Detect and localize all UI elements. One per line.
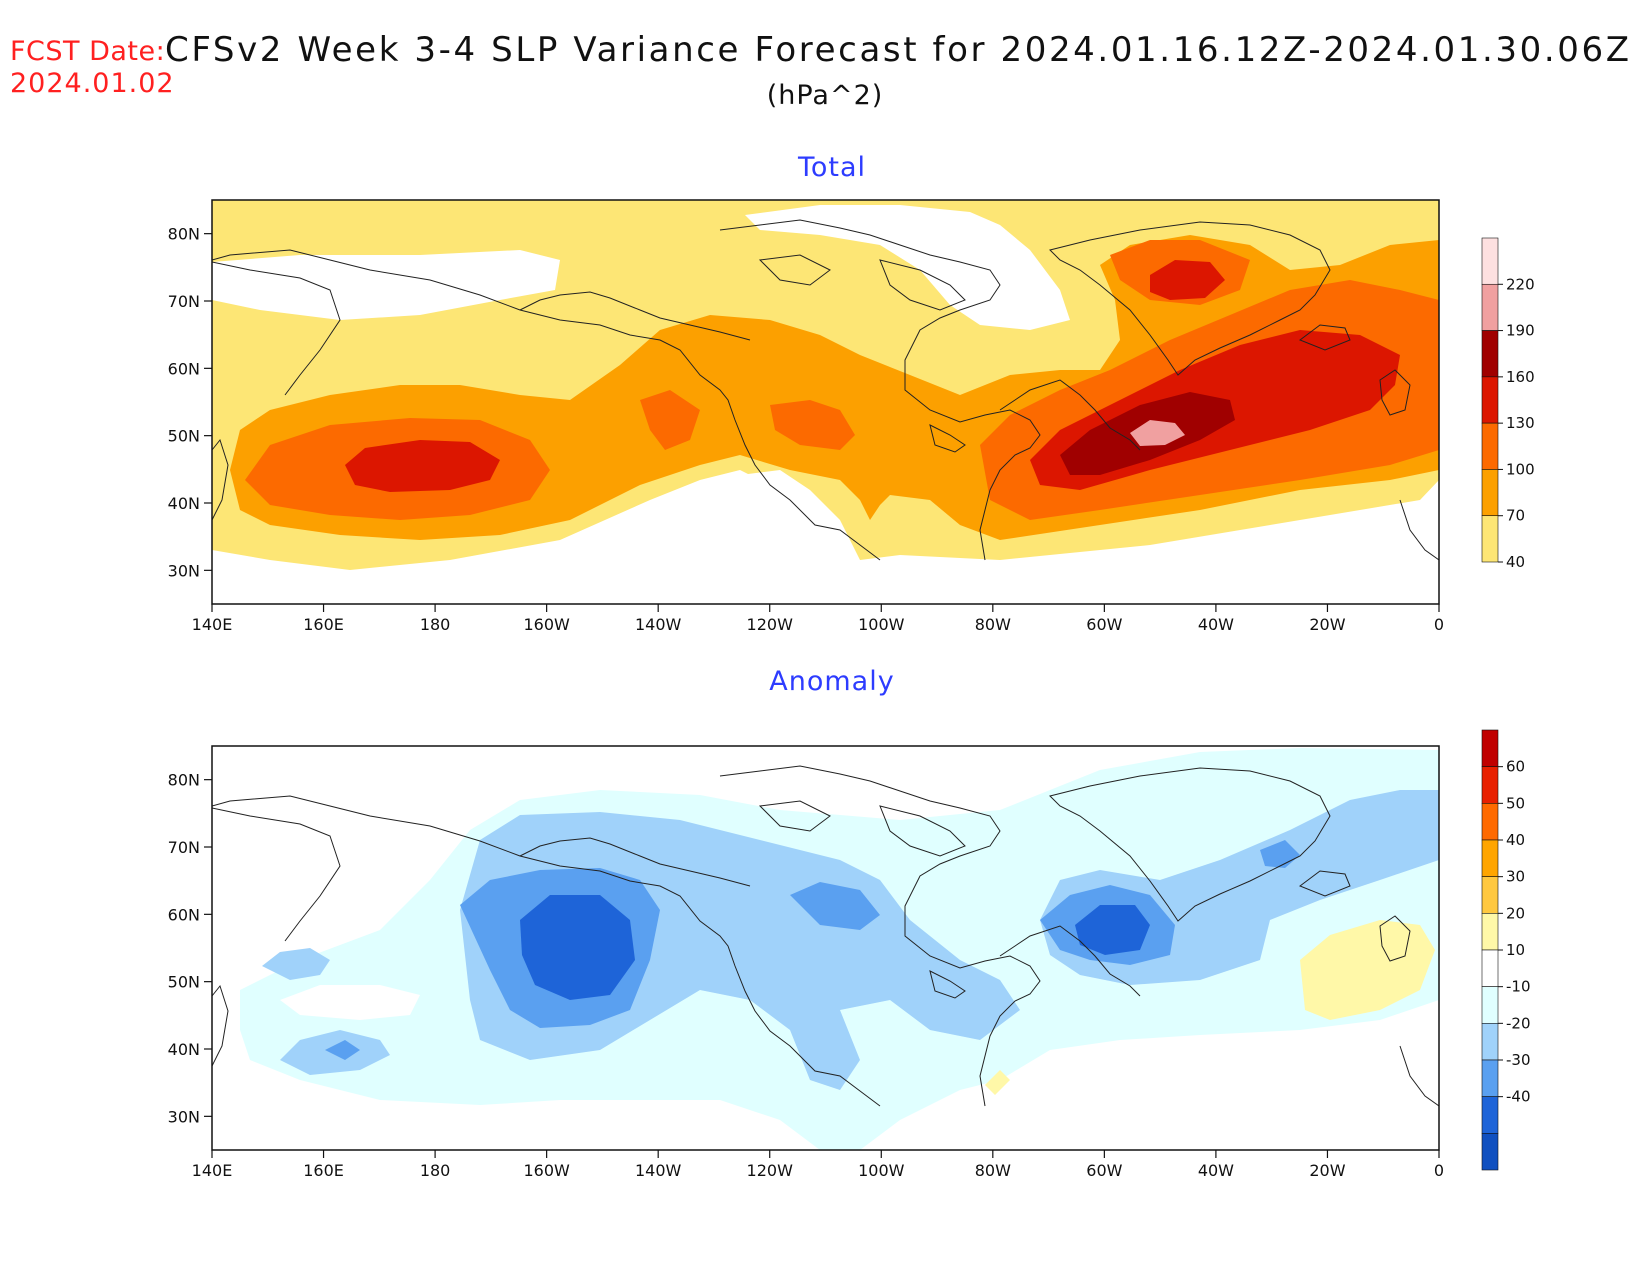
- colorbar-swatch: [1481, 283, 1499, 331]
- lon-tick-label: 160W: [523, 615, 570, 634]
- colorbar-swatch: [1481, 876, 1499, 914]
- total-contour-100-canada: [770, 400, 855, 450]
- total-contour-130-greenland: [1150, 260, 1225, 300]
- colorbar-label: 20: [1506, 904, 1525, 922]
- colorbar-label: 40: [1506, 831, 1525, 849]
- total-white-northwest: [212, 250, 560, 320]
- colorbar-label: -40: [1506, 1088, 1531, 1106]
- lon-tick-label: 60W: [1086, 615, 1122, 634]
- colorbar-label: 130: [1506, 414, 1535, 432]
- anomaly-contour-minus40: [520, 895, 635, 1000]
- total-map-frame: [211, 199, 1440, 605]
- colorbar-swatch: [1481, 766, 1499, 804]
- lon-tick-label: 140W: [635, 1161, 682, 1180]
- lon-tick-label: 40W: [1198, 615, 1234, 634]
- lat-tick-label: 60N: [168, 359, 200, 378]
- colorbar-label: 70: [1506, 507, 1525, 525]
- lat-tick-label: 30N: [168, 561, 200, 580]
- colorbar-swatch: [1481, 1133, 1499, 1171]
- lon-tick-label: 140E: [192, 1161, 233, 1180]
- anomaly-white-1: [280, 985, 420, 1020]
- colorbar-swatch: [1481, 839, 1499, 877]
- lon-tick-label: 0: [1434, 615, 1444, 634]
- lat-tick-label: 40N: [168, 1040, 200, 1059]
- lat-tick-label: 80N: [168, 225, 200, 244]
- colorbar-label: 160: [1506, 368, 1535, 386]
- colorbar-label: 220: [1506, 275, 1535, 293]
- lon-tick-label: 160W: [523, 1161, 570, 1180]
- colorbar-swatch: [1481, 1023, 1499, 1061]
- colorbar-label: 60: [1506, 758, 1525, 776]
- lon-tick-label: 120W: [747, 615, 794, 634]
- colorbar-label: -30: [1506, 1051, 1531, 1069]
- total-white-west: [740, 470, 880, 604]
- colorbar-swatch: [1481, 469, 1499, 517]
- lon-tick-label: 40W: [1198, 1161, 1234, 1180]
- forecast-date-label: FCST Date:: [10, 36, 166, 67]
- lon-tick-label: 180: [420, 615, 451, 634]
- lat-tick-label: 50N: [168, 973, 200, 992]
- panel-title-total: Total: [797, 152, 867, 183]
- colorbar-label: -10: [1506, 978, 1531, 996]
- colorbar-swatch: [1481, 1096, 1499, 1134]
- total-contour-130: [345, 440, 500, 492]
- anomaly-contour-minus30-canada: [790, 882, 880, 930]
- lon-tick-label: 160E: [303, 1161, 344, 1180]
- anomaly-map: [212, 746, 1439, 1150]
- anomaly-contour-minus40-atlantic: [1075, 905, 1150, 955]
- colorbar-swatch: [1481, 949, 1499, 987]
- colorbar-label: 100: [1506, 460, 1535, 478]
- anomaly-contour-minus30-pacific: [325, 1040, 360, 1060]
- lon-tick-label: 160E: [303, 615, 344, 634]
- lat-tick-label: 30N: [168, 1107, 200, 1126]
- colorbar-swatch: [1481, 913, 1499, 951]
- units-label: (hPa^2): [766, 80, 884, 111]
- lon-tick-label: 140W: [635, 615, 682, 634]
- colorbar-swatch: [1481, 986, 1499, 1024]
- anomaly-map-frame: [211, 745, 1440, 1151]
- lon-tick-label: 20W: [1309, 1161, 1345, 1180]
- colorbar-label: 50: [1506, 794, 1525, 812]
- lon-tick-label: 60W: [1086, 1161, 1122, 1180]
- lon-tick-label: 120W: [747, 1161, 794, 1180]
- anomaly-contour-plus10-coast: [985, 1070, 1010, 1095]
- lat-tick-label: 70N: [168, 292, 200, 311]
- total-white-arctic: [745, 205, 1070, 330]
- total-map: [212, 200, 1439, 604]
- total-contour-190: [1130, 420, 1185, 446]
- anomaly-contour-minus20-kamchatka: [262, 948, 330, 980]
- total-contour-100-gulf: [640, 390, 700, 450]
- lon-tick-label: 80W: [975, 615, 1011, 634]
- colorbar-swatch: [1481, 515, 1499, 563]
- colorbar-label: 40: [1506, 553, 1525, 571]
- lon-tick-label: 20W: [1309, 615, 1345, 634]
- lat-tick-label: 80N: [168, 771, 200, 790]
- panel-title-anomaly: Anomaly: [769, 666, 895, 697]
- colorbar-label: -20: [1506, 1014, 1531, 1032]
- lat-tick-label: 70N: [168, 838, 200, 857]
- colorbar-swatch: [1481, 1059, 1499, 1097]
- anomaly-contour-plus10: [1300, 920, 1435, 1020]
- lon-tick-label: 80W: [975, 1161, 1011, 1180]
- lat-tick-label: 40N: [168, 494, 200, 513]
- colorbar-label: 30: [1506, 868, 1525, 886]
- colorbar-swatch: [1481, 330, 1499, 378]
- forecast-date: 2024.01.02: [10, 68, 175, 99]
- colorbar-swatch: [1481, 422, 1499, 470]
- colorbar-swatch: [1481, 729, 1499, 767]
- lon-tick-label: 140E: [192, 615, 233, 634]
- colorbar-swatch: [1481, 803, 1499, 841]
- lon-tick-label: 100W: [858, 1161, 905, 1180]
- lat-tick-label: 50N: [168, 427, 200, 446]
- lon-tick-label: 0: [1434, 1161, 1444, 1180]
- lat-tick-label: 60N: [168, 905, 200, 924]
- colorbar-label: 190: [1506, 322, 1535, 340]
- colorbar-swatch: [1481, 376, 1499, 424]
- colorbar-swatch: [1481, 237, 1499, 285]
- colorbar-label: 10: [1506, 941, 1525, 959]
- lon-tick-label: 100W: [858, 615, 905, 634]
- lon-tick-label: 180: [420, 1161, 451, 1180]
- main-title: CFSv2 Week 3-4 SLP Variance Forecast for…: [165, 30, 1632, 70]
